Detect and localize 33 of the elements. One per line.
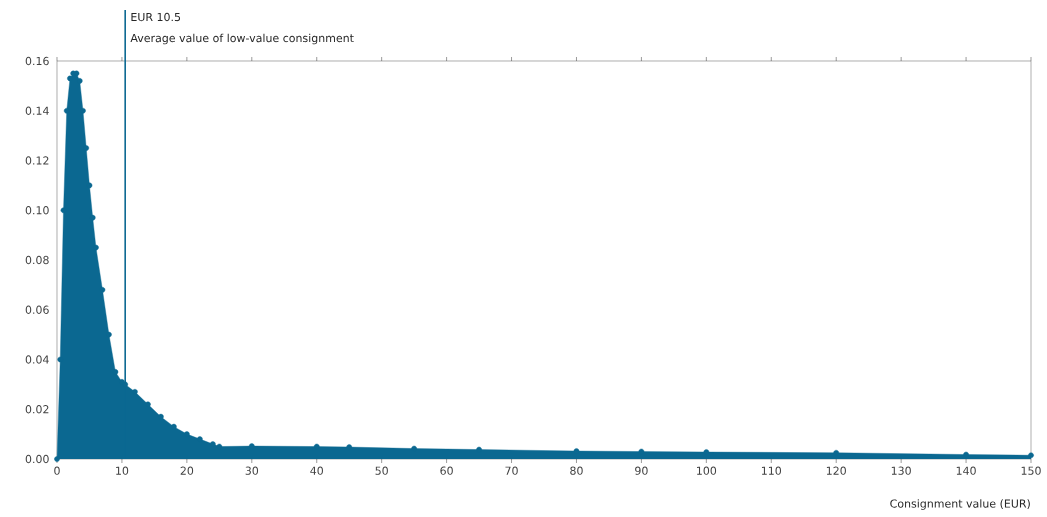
text: Average value of low-value consignment bbox=[130, 33, 354, 45]
x-tick-label: 40 bbox=[310, 466, 323, 475]
y-tick-label: 0.06 bbox=[25, 305, 49, 314]
x-tick-label: 110 bbox=[761, 466, 782, 475]
ref-line-label: EUR 10.5 bbox=[131, 12, 181, 22]
point bbox=[54, 456, 60, 462]
y-tick-label: 0.16 bbox=[25, 56, 49, 66]
y-tick-label: 0.08 bbox=[25, 255, 49, 265]
y-tick-label: 0.00 bbox=[25, 454, 49, 464]
y-tick-label: 0.02 bbox=[25, 405, 49, 414]
x-tick-label: 80 bbox=[570, 466, 583, 475]
x-tick-label: 100 bbox=[697, 466, 717, 475]
y-tick-label: 0.14 bbox=[25, 106, 49, 115]
point bbox=[158, 413, 164, 420]
x-tick-label: 130 bbox=[891, 466, 911, 475]
y-tick-label: 0.12 bbox=[25, 156, 49, 165]
x-tick-label: 50 bbox=[375, 466, 388, 475]
x-tick-label: 10 bbox=[116, 466, 129, 475]
x-tick-label: 60 bbox=[440, 466, 453, 475]
x-axis-title: Consignment value (EUR) bbox=[890, 499, 1030, 510]
point bbox=[132, 389, 138, 395]
y-tick-label: 0.10 bbox=[25, 206, 49, 215]
x-tick-label: 90 bbox=[635, 466, 648, 475]
x-tick-label: 150 bbox=[1021, 466, 1041, 475]
x-tick-label: 0 bbox=[54, 466, 60, 475]
x-tick-label: 20 bbox=[180, 466, 194, 475]
point bbox=[1028, 452, 1034, 459]
x-tick-label: 120 bbox=[826, 466, 846, 475]
y-tick-label: 0.04 bbox=[25, 355, 49, 364]
x-tick-label: 70 bbox=[505, 466, 518, 475]
x-tick-label: 30 bbox=[245, 466, 259, 475]
point bbox=[67, 75, 73, 82]
x-tick-label: 140 bbox=[956, 466, 976, 475]
